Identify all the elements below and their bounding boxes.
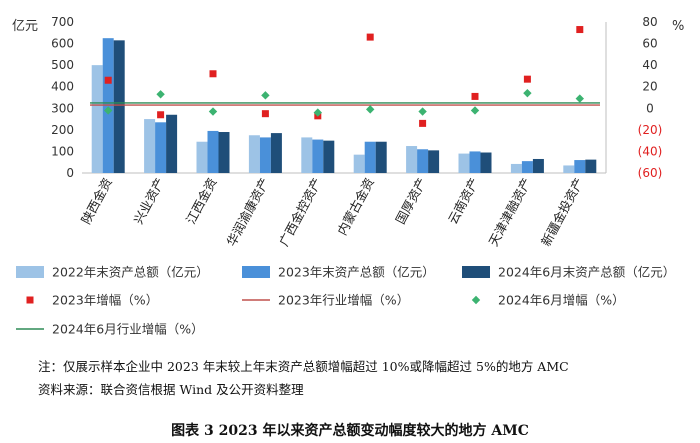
bar-2 (574, 160, 586, 173)
marker-2023-growth (366, 33, 374, 41)
x-tick-label: 兴业资产 (131, 175, 168, 226)
y-tick-right: 20 (642, 80, 657, 94)
bar-2 (155, 122, 167, 173)
y-tick-right: 80 (642, 15, 657, 29)
bar-1 (458, 153, 470, 173)
y-tick-left: 400 (51, 80, 74, 94)
x-tick-label: 内蒙古金资 (334, 175, 377, 237)
bar-3 (218, 132, 230, 173)
bar-1 (196, 141, 208, 173)
bar-2 (207, 130, 219, 173)
figure-caption: 图表 3 2023 年以来资产总额变动幅度较大的地方 AMC (171, 423, 529, 439)
bar-1 (563, 165, 575, 173)
bar-2 (521, 161, 533, 173)
y-tick-right: (60) (638, 166, 663, 180)
legend-label: 2023年增幅（%） (52, 293, 158, 308)
bar-3 (113, 40, 125, 174)
y-tick-left: 300 (51, 101, 74, 115)
bar-3 (166, 114, 178, 173)
legend-swatch (16, 266, 44, 278)
y-tick-left: 700 (51, 15, 74, 29)
chart-note: 注：仅展示样本企业中 2023 年末较上年末资产总额增幅超过 10%或降幅超过 … (38, 359, 569, 374)
x-tick-label: 国厚资产 (393, 175, 430, 226)
y-tick-right: (40) (638, 144, 663, 158)
y-tick-left: 600 (51, 37, 74, 51)
bar-1 (144, 119, 156, 173)
marker-2024h1-growth (470, 106, 480, 115)
x-tick-label: 江西金资 (183, 175, 220, 226)
marker-2023-growth (261, 110, 269, 118)
marker-2024h1-growth (156, 90, 165, 99)
bar-1 (301, 137, 313, 173)
bar-2 (312, 139, 324, 173)
marker-2023-growth (576, 26, 584, 34)
legend-swatch (242, 266, 270, 278)
x-tick-label: 云南资产 (445, 175, 482, 226)
marker-2023-growth (471, 92, 479, 100)
legend-swatch (471, 295, 481, 305)
legend-label: 2023年行业增幅（%） (278, 293, 409, 308)
x-tick-label: 华润渝康资产 (224, 175, 272, 248)
bar-3 (532, 158, 544, 173)
bar-3 (375, 141, 387, 173)
y-tick-left: 500 (51, 58, 74, 72)
bar-1 (510, 163, 522, 173)
legend-label: 2024年6月末资产总额（亿元） (498, 265, 675, 280)
y-tick-left: 0 (66, 166, 74, 180)
marker-2024h1-growth (104, 106, 113, 115)
combo-chart: 亿元 % 0 100 200 300 400 500 600 700 (60) (40) (20) 0 20… (12, 15, 684, 337)
x-tick-label: 天津津融资产 (486, 175, 534, 248)
marker-2024h1-growth (523, 88, 532, 98)
y-axis-left-title: 亿元 (12, 19, 38, 34)
y-tick-right: 0 (646, 101, 654, 115)
bar-1 (406, 146, 418, 173)
bar-3 (428, 150, 440, 173)
marker-2024h1-growth (261, 91, 270, 100)
marker-2023-growth (523, 75, 531, 83)
marker-2024h1-growth (208, 107, 218, 116)
marker-2023-growth (104, 76, 112, 84)
bar-2 (417, 149, 429, 173)
bar-2 (364, 141, 376, 173)
bar-1 (353, 154, 365, 173)
y-tick-left: 200 (51, 123, 74, 137)
legend-swatch (462, 266, 490, 278)
y-tick-right: 40 (642, 58, 657, 72)
legend-label: 2023年末资产总额（亿元） (278, 265, 435, 280)
marker-2024h1-growth (418, 107, 427, 116)
bar-3 (270, 133, 282, 173)
x-tick-label: 新疆金投资产 (538, 175, 586, 248)
bar-3 (480, 152, 492, 173)
bar-1 (91, 65, 103, 173)
bar-3 (585, 159, 597, 173)
marker-2023-growth (209, 70, 217, 78)
y-tick-right: (20) (638, 123, 663, 137)
bar-2 (259, 137, 271, 173)
y-axis-right-title: % (672, 19, 684, 34)
marker-2024h1-growth (366, 105, 375, 114)
marker-2024h1-growth (575, 94, 584, 103)
marker-2024h1-growth (313, 108, 322, 117)
x-tick-label: 广西金控资产 (276, 175, 324, 248)
marker-2023-growth (419, 119, 427, 127)
legend-label: 2024年6月行业增幅（%） (52, 322, 204, 337)
legend-swatch (26, 296, 34, 304)
bar-3 (323, 140, 335, 173)
legend-label: 2024年6月增幅（%） (498, 293, 625, 308)
x-tick-label: 陕西金资 (78, 175, 115, 226)
marker-2023-growth (157, 111, 165, 119)
bar-2 (469, 151, 481, 173)
data-source-note: 资料来源：联合资信根据 Wind 及公开资料整理 (38, 382, 304, 397)
legend-label: 2022年末资产总额（亿元） (52, 265, 209, 280)
y-tick-left: 100 (51, 144, 74, 158)
y-tick-right: 60 (642, 37, 657, 51)
bar-1 (248, 135, 260, 173)
